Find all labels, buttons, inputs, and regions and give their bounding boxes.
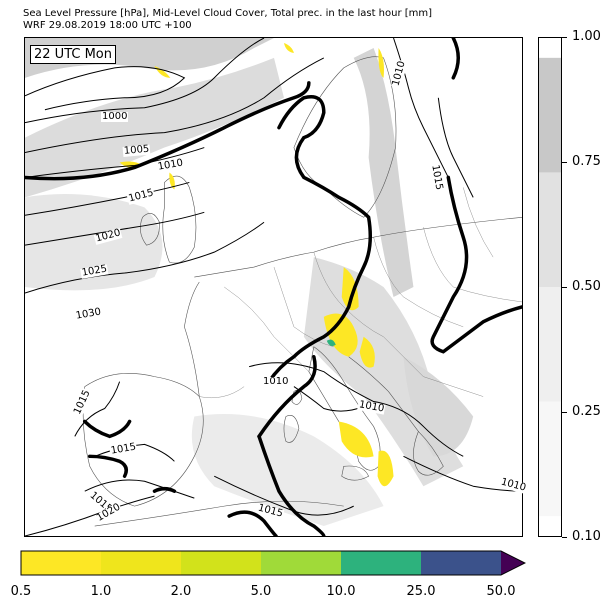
precip-atlantic-2 bbox=[169, 172, 175, 190]
coast-sardinia bbox=[283, 415, 300, 443]
precip-colorbar-segment bbox=[101, 551, 181, 575]
cloud-tick-label: 0.25 bbox=[572, 404, 601, 419]
precip-tick-label: 10.0 bbox=[326, 584, 356, 599]
front-east bbox=[451, 38, 460, 80]
front-atlantic bbox=[25, 81, 311, 181]
coast-sicily bbox=[341, 465, 369, 481]
precip-alps bbox=[323, 313, 358, 357]
isobar-1010-se bbox=[403, 455, 522, 492]
cloud-tick-mark bbox=[562, 162, 567, 163]
precip-south-italy bbox=[338, 421, 374, 458]
precip-ionian bbox=[377, 450, 394, 487]
front-iberia bbox=[83, 419, 132, 439]
front-africa-2 bbox=[227, 510, 278, 536]
cloud-tick-mark bbox=[562, 537, 567, 538]
precip-tick-label: 25.0 bbox=[406, 584, 436, 599]
precip-tick-label: 0.5 bbox=[10, 584, 32, 599]
isobar-label: 1010 bbox=[262, 376, 290, 387]
isobar-1020 bbox=[25, 181, 190, 216]
country-borders bbox=[199, 187, 522, 399]
cloud-cover-layer bbox=[25, 38, 474, 527]
precip-tick-label: 2.0 bbox=[170, 584, 192, 599]
chart-subtitle: WRF 29.08.2019 18:00 UTC +100 bbox=[23, 20, 192, 31]
cloud-atlantic-west bbox=[25, 194, 163, 291]
cloud-tick-label: 0.50 bbox=[572, 279, 601, 294]
time-label: 22 UTC Mon bbox=[30, 45, 116, 64]
cloud-tick-label: 0.10 bbox=[572, 529, 601, 544]
precip-heavy-spot bbox=[326, 339, 336, 347]
cloud-balkans bbox=[403, 356, 474, 457]
front-iberia-2 bbox=[87, 454, 128, 478]
front-africa bbox=[152, 486, 177, 493]
isobar-1015-n bbox=[25, 147, 205, 178]
precip-scandinavia bbox=[378, 47, 384, 78]
coast-north-africa bbox=[94, 500, 344, 527]
precip-colorbar-segment bbox=[341, 551, 421, 575]
isobar-1025 bbox=[25, 211, 205, 246]
isobar-1010-ital bbox=[293, 386, 364, 412]
precip-north-2 bbox=[283, 42, 294, 53]
chart-title: Sea Level Pressure [hPa], Mid-Level Clou… bbox=[23, 8, 433, 19]
cloud-cover-colorbar bbox=[538, 37, 562, 537]
isobar-1015-iberia bbox=[74, 381, 121, 437]
precipitation-layer bbox=[119, 42, 394, 487]
precip-colorbar-segment bbox=[21, 551, 101, 575]
precip-balkan bbox=[359, 336, 375, 368]
coast-adriatic-east bbox=[348, 356, 419, 432]
cloud-tick-label: 0.75 bbox=[572, 154, 601, 169]
precip-central bbox=[341, 267, 359, 311]
border-2 bbox=[273, 267, 334, 347]
coast-british-isles bbox=[162, 175, 197, 264]
cloud-tick-mark bbox=[562, 37, 567, 38]
border-8 bbox=[199, 386, 245, 399]
isobar-label: 1000 bbox=[101, 111, 129, 122]
border-3 bbox=[313, 252, 384, 337]
cloud-tick-mark bbox=[562, 287, 567, 288]
coast-iberia bbox=[82, 373, 204, 507]
weather-map bbox=[24, 37, 523, 537]
fronts bbox=[25, 38, 522, 536]
precip-colorbar bbox=[20, 550, 526, 576]
isobar-1015-ne bbox=[437, 97, 474, 198]
precip-tick-label: 50.0 bbox=[486, 584, 516, 599]
front-east-2 bbox=[430, 175, 522, 354]
front-south-2 bbox=[257, 434, 326, 536]
front-south bbox=[257, 354, 317, 439]
cloud-colorbar-band bbox=[539, 57, 561, 173]
precip-colorbar-segment bbox=[181, 551, 261, 575]
cloud-tick-label: 1.00 bbox=[572, 29, 601, 44]
isobar-1005 bbox=[25, 38, 265, 124]
precip-colorbar-extend-arrow bbox=[501, 551, 525, 575]
cloud-colorbar-band bbox=[539, 401, 561, 517]
border-5 bbox=[423, 227, 522, 303]
coast-continent-north bbox=[194, 216, 522, 278]
border-6 bbox=[383, 336, 484, 397]
isobar-1015-africa bbox=[84, 479, 195, 499]
precip-colorbar-outline bbox=[20, 550, 526, 576]
coast-ireland bbox=[139, 213, 160, 246]
cloud-colorbar-band bbox=[539, 172, 561, 287]
isobar-1000 bbox=[25, 66, 186, 111]
cloud-tick-mark bbox=[562, 412, 567, 413]
precip-tick-label: 5.0 bbox=[250, 584, 272, 599]
cloud-mediterranean bbox=[191, 413, 384, 527]
border-4 bbox=[373, 237, 464, 328]
coast-greece bbox=[413, 431, 444, 476]
cloud-atlantic-band bbox=[25, 57, 284, 198]
front-north-europe bbox=[267, 95, 372, 384]
border-1 bbox=[224, 286, 309, 372]
isobars bbox=[25, 38, 522, 536]
isobar-1030 bbox=[25, 221, 265, 294]
isobar-1010-n bbox=[25, 57, 325, 154]
cloud-scandinavia bbox=[353, 47, 414, 297]
precip-tick-label: 1.0 bbox=[90, 584, 112, 599]
precip-colorbar-segment bbox=[261, 551, 341, 575]
precip-colorbar-segment bbox=[421, 551, 501, 575]
cloud-colorbar-band bbox=[539, 287, 561, 402]
border-7 bbox=[463, 187, 494, 258]
coast-france-west bbox=[184, 281, 200, 397]
